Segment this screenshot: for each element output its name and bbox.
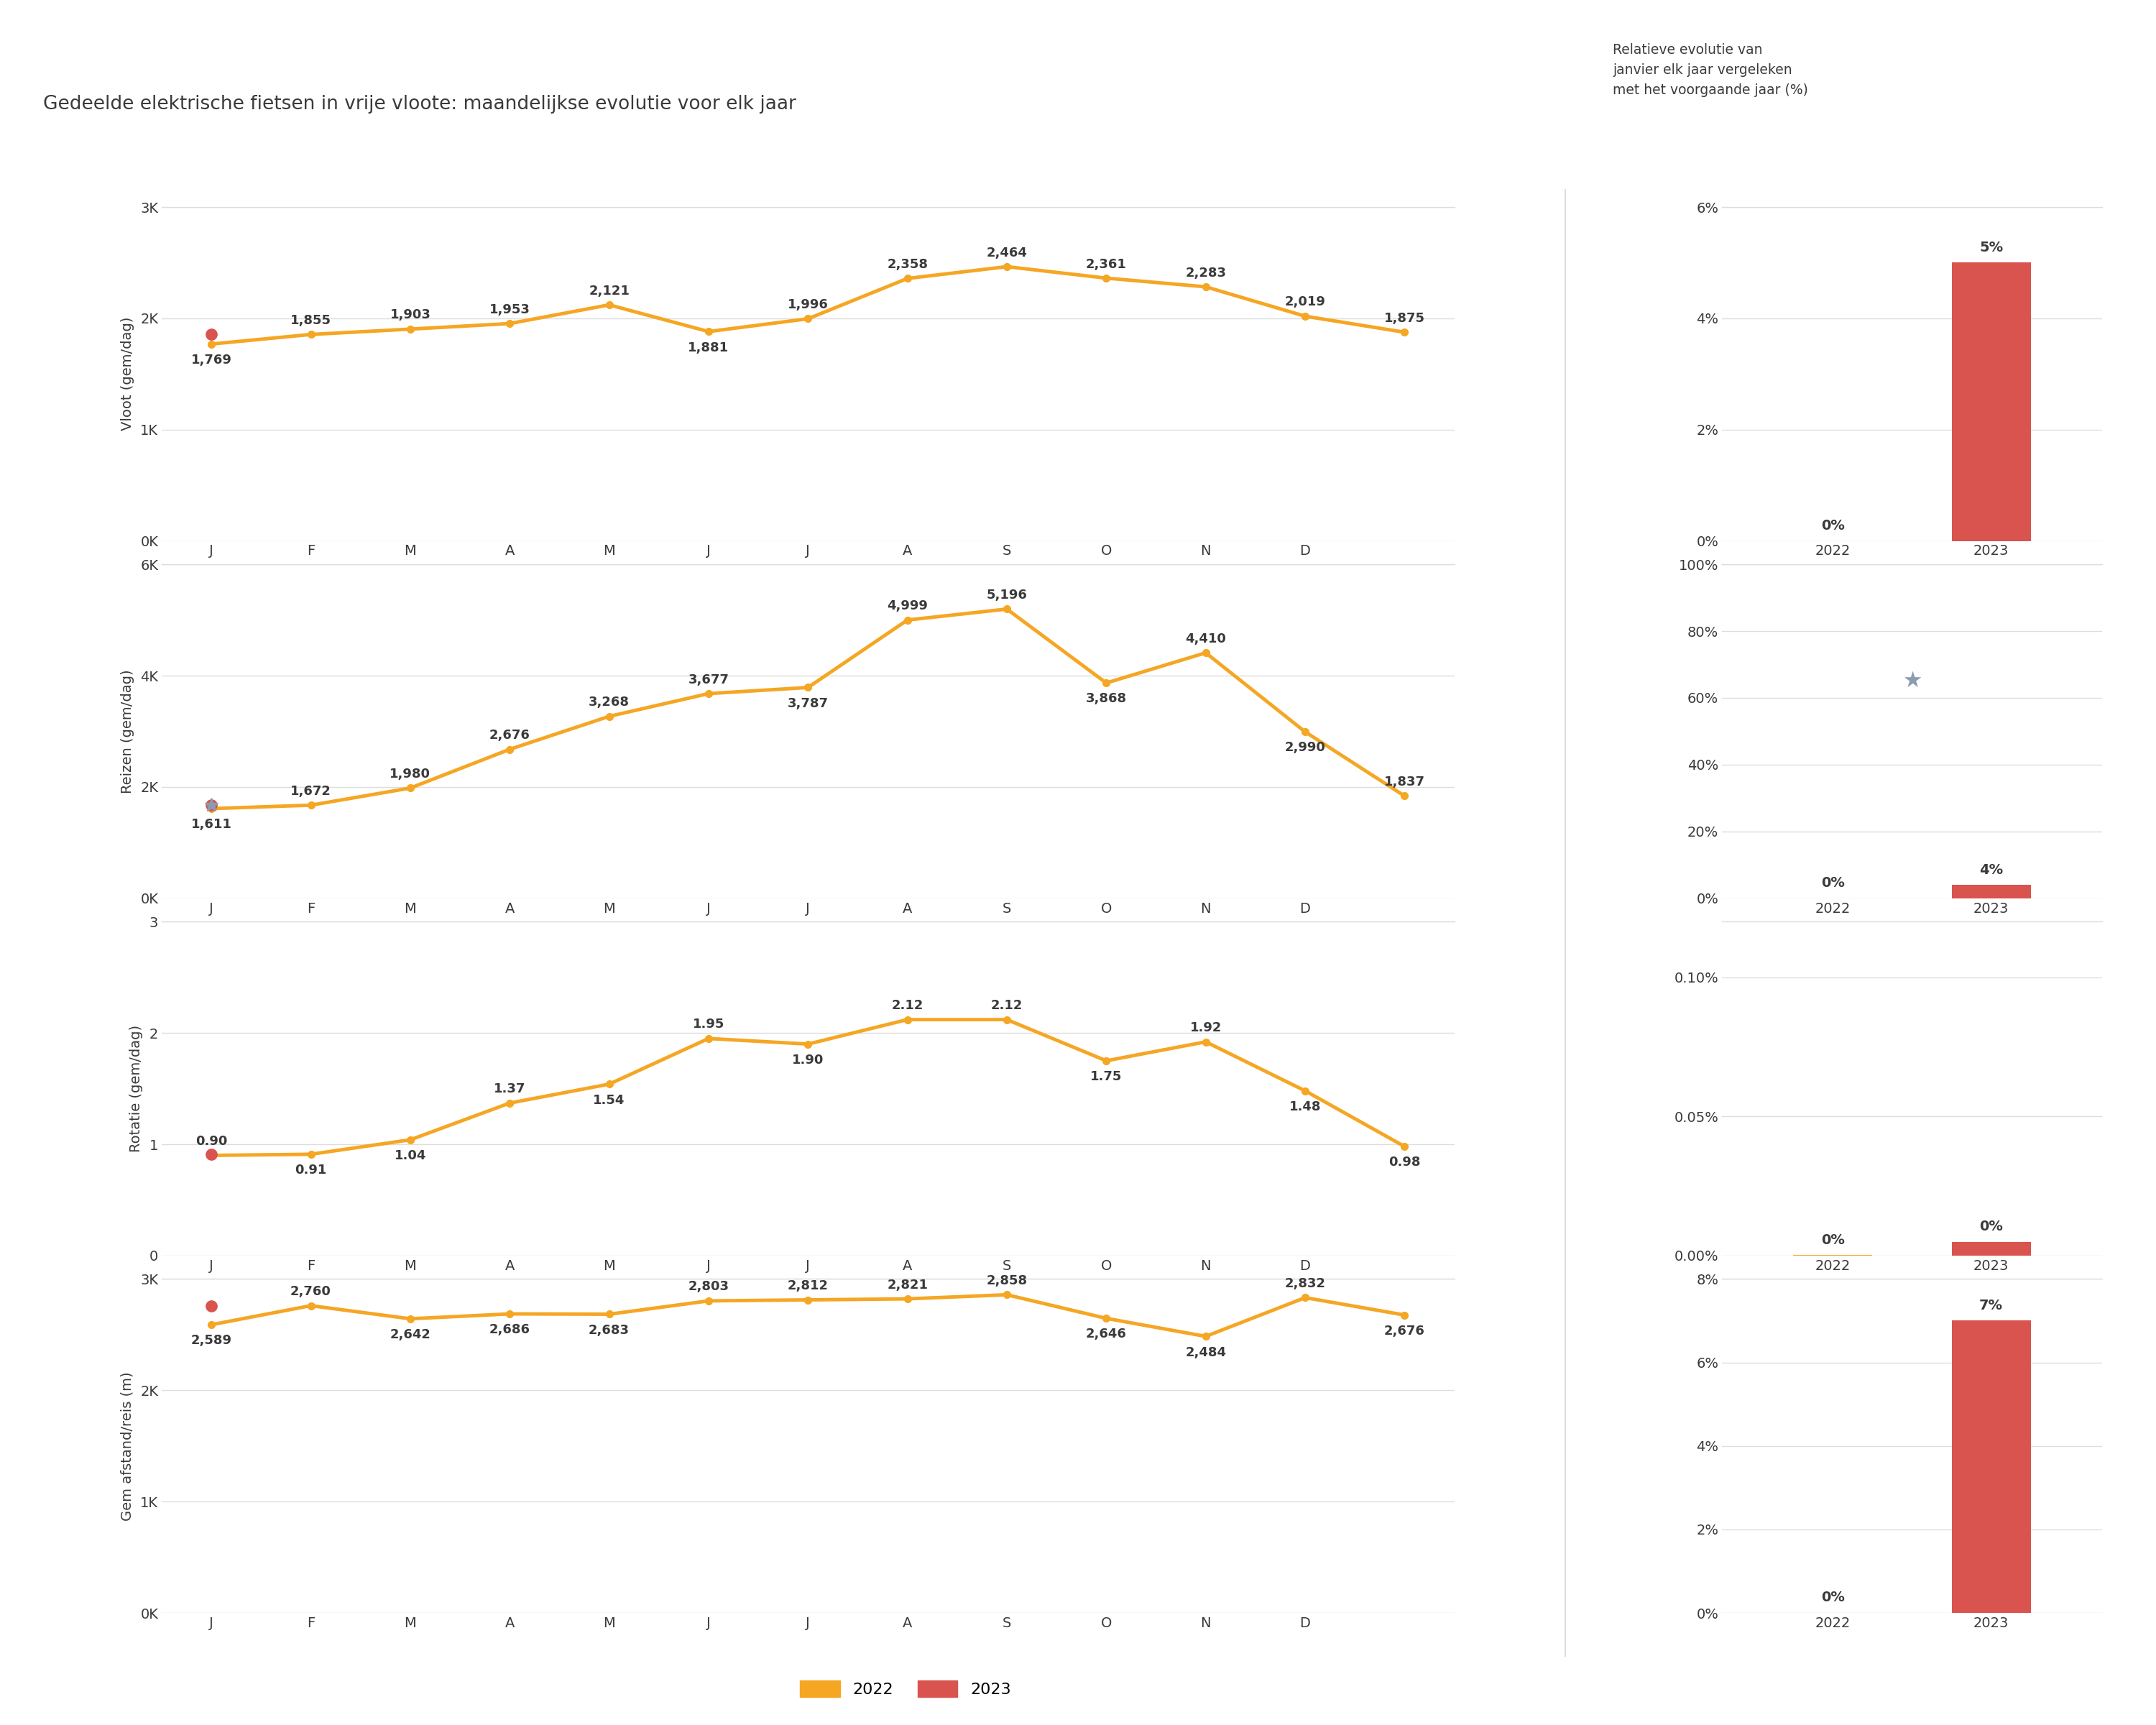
- Text: 1.04: 1.04: [395, 1149, 427, 1163]
- Text: 2,358: 2,358: [886, 259, 927, 271]
- Bar: [1951, 1242, 2031, 1256]
- Text: 1,769: 1,769: [192, 354, 233, 366]
- Text: 5%: 5%: [1979, 242, 2003, 254]
- Text: 1.92: 1.92: [1190, 1021, 1222, 1035]
- Text: 1.90: 1.90: [791, 1054, 824, 1066]
- Legend: 2022, 2023: 2022, 2023: [793, 1673, 1018, 1703]
- Text: Relatieve evolutie van
janvier elk jaar vergeleken
met het voorgaande jaar (%): Relatieve evolutie van janvier elk jaar …: [1613, 43, 1809, 97]
- Text: 0%: 0%: [1822, 876, 1846, 890]
- Text: 2,683: 2,683: [589, 1323, 630, 1337]
- Text: 7%: 7%: [1979, 1299, 2003, 1313]
- Text: 4%: 4%: [1979, 862, 2003, 876]
- Text: 1,980: 1,980: [390, 768, 431, 780]
- Text: 1.75: 1.75: [1091, 1070, 1123, 1083]
- Bar: [1951, 885, 2031, 899]
- Text: 0%: 0%: [1822, 1233, 1846, 1247]
- Y-axis label: Rotatie (gem/dag): Rotatie (gem/dag): [129, 1025, 142, 1152]
- Text: 2,484: 2,484: [1186, 1346, 1227, 1359]
- Text: 2,121: 2,121: [589, 285, 630, 297]
- Text: 5,196: 5,196: [987, 588, 1026, 602]
- Text: 2.12: 2.12: [890, 999, 923, 1013]
- Text: 2.12: 2.12: [992, 999, 1022, 1013]
- Text: 1.95: 1.95: [692, 1018, 724, 1032]
- Text: 2,283: 2,283: [1186, 266, 1227, 279]
- Text: 0%: 0%: [1822, 1590, 1846, 1604]
- Text: 1,672: 1,672: [291, 785, 332, 797]
- Text: 0.90: 0.90: [196, 1135, 226, 1147]
- Text: 1,611: 1,611: [192, 818, 233, 831]
- Bar: [1951, 262, 2031, 542]
- Text: 2,361: 2,361: [1087, 257, 1128, 271]
- Text: 0.91: 0.91: [295, 1164, 328, 1176]
- Text: 2,858: 2,858: [985, 1275, 1028, 1287]
- Text: 4,410: 4,410: [1186, 633, 1227, 645]
- Text: 1.54: 1.54: [593, 1094, 625, 1106]
- Text: 1,903: 1,903: [390, 309, 431, 321]
- Text: 1,855: 1,855: [291, 314, 332, 328]
- Text: 1,875: 1,875: [1384, 312, 1425, 324]
- Text: 3,268: 3,268: [589, 695, 630, 709]
- Text: 3,677: 3,677: [688, 673, 729, 687]
- Text: 2,019: 2,019: [1285, 295, 1326, 309]
- Text: 1.48: 1.48: [1289, 1101, 1322, 1113]
- Text: Gedeelde elektrische fietsen in vrije vloote: maandelijkse evolutie voor elk jaa: Gedeelde elektrische fietsen in vrije vl…: [43, 95, 796, 114]
- Text: 3,868: 3,868: [1087, 692, 1128, 706]
- Text: 0%: 0%: [1979, 1220, 2003, 1233]
- Text: 2,642: 2,642: [390, 1328, 431, 1342]
- Text: 1.37: 1.37: [494, 1083, 526, 1095]
- Text: 2,589: 2,589: [192, 1333, 233, 1347]
- Y-axis label: Gem afstand/reis (m): Gem afstand/reis (m): [121, 1371, 134, 1520]
- Text: 1,837: 1,837: [1384, 776, 1425, 788]
- Text: 2,676: 2,676: [1384, 1325, 1425, 1337]
- Text: 1,881: 1,881: [688, 342, 729, 354]
- Text: 2,646: 2,646: [1087, 1328, 1128, 1340]
- Text: 2,803: 2,803: [688, 1280, 729, 1294]
- Text: 2,686: 2,686: [489, 1323, 530, 1337]
- Text: 2,464: 2,464: [987, 247, 1026, 259]
- Text: 2,821: 2,821: [886, 1278, 927, 1292]
- Text: 0%: 0%: [1822, 519, 1846, 533]
- Text: 0.98: 0.98: [1388, 1156, 1421, 1170]
- Text: 4,999: 4,999: [886, 600, 927, 612]
- Text: 2,812: 2,812: [787, 1280, 828, 1292]
- Text: 2,760: 2,760: [291, 1285, 332, 1299]
- Text: 1,996: 1,996: [787, 298, 828, 310]
- Text: 3,787: 3,787: [787, 697, 828, 711]
- Y-axis label: Vloot (gem/dag): Vloot (gem/dag): [121, 317, 134, 431]
- Text: 1,953: 1,953: [489, 304, 530, 316]
- Y-axis label: Reizen (gem/dag): Reizen (gem/dag): [121, 669, 134, 794]
- Bar: [1951, 1321, 2031, 1613]
- Text: 2,676: 2,676: [489, 730, 530, 742]
- Text: ★: ★: [1902, 671, 1921, 692]
- Text: 2,990: 2,990: [1285, 742, 1326, 754]
- Text: 2,832: 2,832: [1285, 1276, 1326, 1290]
